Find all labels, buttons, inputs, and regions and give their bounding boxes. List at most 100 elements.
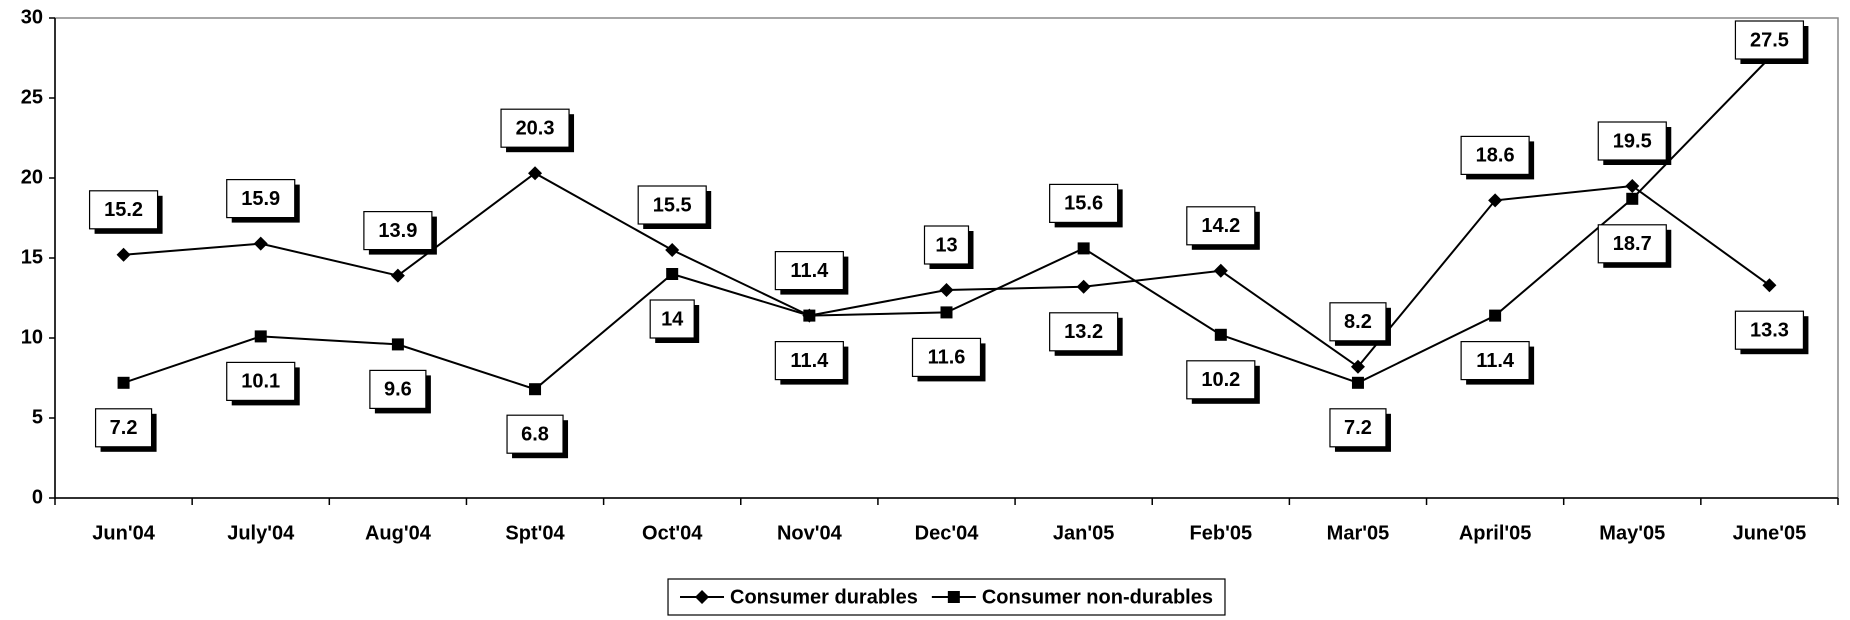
label-box (1186, 360, 1256, 400)
x-tick-label: June'05 (1733, 522, 1807, 544)
label-box (774, 251, 844, 291)
label-box (1460, 341, 1530, 381)
x-tick-label: April'05 (1459, 522, 1532, 544)
data-label: 9.6 (384, 379, 412, 401)
data-label: 13.2 (1064, 321, 1103, 343)
label-box (88, 190, 159, 230)
data-label: 13.3 (1750, 319, 1789, 341)
legend-marker (947, 591, 960, 603)
data-label: 11.6 (928, 347, 966, 369)
y-tick-label: 30 (21, 6, 43, 28)
data-label: 10.1 (241, 371, 280, 393)
x-tick-label: Spt'04 (505, 522, 565, 544)
label-box (774, 341, 844, 381)
point (666, 268, 679, 280)
point (940, 306, 953, 319)
data-label: 15.9 (241, 188, 280, 210)
point (665, 243, 680, 257)
data-label: 18.7 (1613, 233, 1652, 255)
x-tick-label: Aug'04 (365, 522, 432, 544)
point (1214, 328, 1227, 341)
x-tick-label: Jan'05 (1053, 522, 1114, 544)
label-box (1329, 408, 1387, 448)
point (1350, 359, 1365, 374)
data-label: 27.5 (1750, 29, 1789, 51)
y-tick-label: 0 (32, 486, 43, 508)
data-label: 19.5 (1613, 130, 1652, 152)
point (253, 236, 268, 251)
label-box (1597, 224, 1667, 264)
data-label: 8.2 (1344, 311, 1372, 333)
y-tick-label: 20 (21, 166, 43, 188)
label-box (911, 337, 982, 377)
point (391, 338, 404, 351)
series-line (123, 172, 1771, 369)
data-label: 6.8 (521, 423, 549, 445)
point (1351, 376, 1364, 389)
label-box (1460, 135, 1530, 175)
point (803, 309, 816, 322)
data-label: 10.2 (1201, 369, 1240, 391)
point (939, 283, 954, 297)
point (529, 383, 542, 396)
x-tick-label: Mar'05 (1327, 522, 1390, 544)
x-tick-label: July'04 (227, 522, 295, 544)
point (1213, 263, 1228, 278)
label-box (637, 185, 707, 225)
label-box (1049, 183, 1119, 223)
data-label: 11.4 (1476, 350, 1515, 372)
x-tick-label: Nov'04 (777, 522, 843, 544)
point (117, 376, 130, 389)
point (116, 247, 131, 262)
label-box (923, 225, 970, 265)
label-box (1734, 310, 1805, 350)
x-tick-label: Jun'04 (92, 522, 155, 544)
point (254, 330, 267, 343)
label-box (500, 108, 570, 148)
data-label: 14 (661, 308, 684, 330)
label-box (1734, 20, 1805, 60)
label-box (1049, 312, 1119, 352)
data-label: 13 (935, 234, 957, 256)
label-box (506, 414, 564, 454)
y-tick-label: 15 (21, 246, 43, 268)
point (1625, 179, 1640, 193)
data-label: 14.2 (1201, 215, 1240, 237)
label-box (1597, 121, 1667, 161)
legend-box (667, 578, 1226, 616)
data-label: 7.2 (110, 417, 138, 439)
x-tick-label: May'05 (1599, 522, 1665, 544)
data-label: 15.5 (653, 194, 692, 216)
label-box (226, 179, 296, 219)
data-label: 11.4 (790, 260, 829, 282)
label-box (226, 361, 296, 401)
y-tick-label: 10 (21, 326, 43, 348)
legend-item: Consumer durables (680, 586, 918, 608)
legend: Consumer durables Consumer non-durables (680, 586, 1213, 608)
point (1076, 279, 1091, 294)
point (1626, 192, 1639, 205)
legend-label: Consumer durables (730, 586, 918, 608)
label-box (369, 369, 427, 409)
data-label: 15.6 (1064, 193, 1103, 215)
point (390, 268, 405, 283)
x-tick-label: Oct'04 (642, 522, 703, 544)
label-box (1186, 206, 1256, 246)
point (1488, 193, 1503, 208)
data-label: 7.2 (1344, 417, 1372, 439)
label-box (1329, 302, 1387, 342)
point (1077, 242, 1090, 255)
y-tick-label: 25 (21, 86, 43, 108)
x-tick-label: Feb'05 (1190, 522, 1253, 544)
legend-item: Consumer non-durables (931, 586, 1213, 608)
legend-marker (695, 590, 710, 604)
data-label: 20.3 (516, 117, 555, 139)
point (1489, 309, 1502, 322)
point (1762, 278, 1777, 293)
label-box (363, 211, 433, 251)
data-label: 13.9 (378, 220, 417, 242)
point (528, 166, 543, 181)
label-box (649, 299, 695, 339)
data-label: 18.6 (1476, 145, 1515, 167)
